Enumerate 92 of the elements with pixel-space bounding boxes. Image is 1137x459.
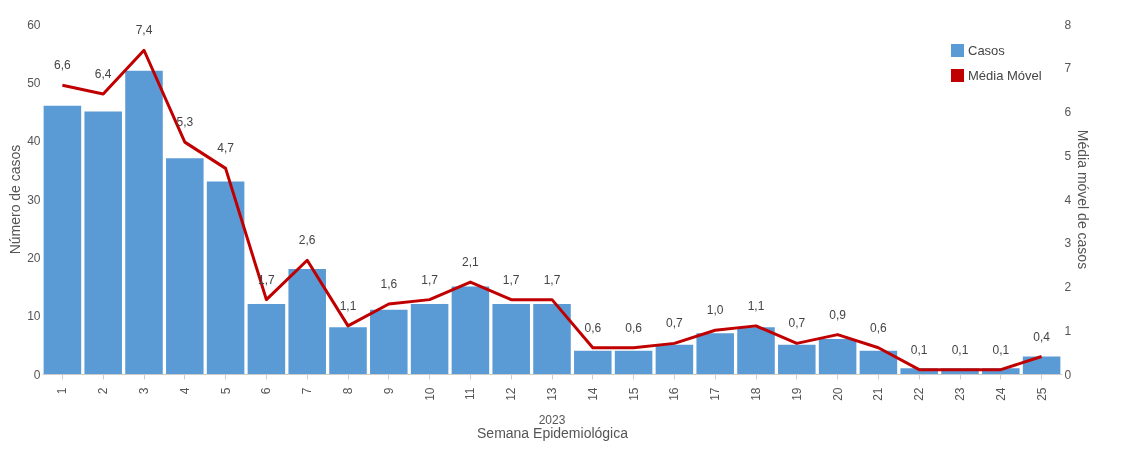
data-label: 5,3 xyxy=(176,115,194,130)
x-tick-label: 23 xyxy=(953,387,967,401)
bar xyxy=(737,327,775,374)
x-tick-label: 12 xyxy=(504,387,519,401)
legend-label: Casos xyxy=(968,42,1006,58)
data-label: 0,1 xyxy=(951,342,969,357)
y-tick-label: 40 xyxy=(27,134,41,149)
data-label: 6,6 xyxy=(54,58,72,73)
data-label: 0,7 xyxy=(788,316,806,331)
data-label: 7,4 xyxy=(135,23,153,38)
data-label: 1,6 xyxy=(380,277,398,291)
y2-axis-title: Média móvel de casos xyxy=(1075,129,1092,270)
x-tick-label: 18 xyxy=(749,387,763,401)
x-tick-label: 2 xyxy=(96,387,111,395)
x-tick-label: 4 xyxy=(177,387,192,395)
bar xyxy=(84,111,122,374)
x-tick-label: 3 xyxy=(137,387,151,395)
data-label: 1,0 xyxy=(706,303,724,318)
bar xyxy=(778,344,816,374)
bar xyxy=(329,327,367,374)
data-label: 1,7 xyxy=(543,272,561,287)
bar xyxy=(818,339,857,374)
x-tick-label: 5 xyxy=(218,387,233,395)
bar xyxy=(574,350,612,374)
y2-tick-label: 4 xyxy=(1064,192,1072,207)
x-tick-label: 24 xyxy=(993,387,1008,401)
x-tick-label: 7 xyxy=(300,387,315,395)
bar xyxy=(166,158,204,374)
text: 2023 xyxy=(538,413,566,427)
data-label: 0,6 xyxy=(625,320,643,335)
x-tick-label: 6 xyxy=(259,387,274,395)
data-label: 0,7 xyxy=(666,316,684,331)
bar xyxy=(533,304,571,374)
x-tick-label: 21 xyxy=(871,387,886,401)
y2-tick-label: 1 xyxy=(1064,323,1072,338)
y-axis-title: Número de casos xyxy=(7,144,24,255)
bar xyxy=(43,105,82,374)
bar xyxy=(288,269,326,374)
x-tick-label: 20 xyxy=(830,387,845,401)
bar xyxy=(492,304,530,374)
x-tick-label: 1 xyxy=(55,387,70,395)
x-tick-label: 15 xyxy=(626,387,641,401)
y-tick-label: 20 xyxy=(27,250,41,265)
x-tick-label: 13 xyxy=(545,387,559,401)
data-label: 2,1 xyxy=(462,255,480,270)
x-tick-label: 9 xyxy=(381,387,396,395)
x-tick-label: 25 xyxy=(1034,387,1049,401)
data-label: 1,1 xyxy=(747,298,765,313)
x-axis-title: Semana Epidemiológica xyxy=(477,424,629,441)
data-label: 1,1 xyxy=(339,298,357,313)
data-label: 2,6 xyxy=(298,233,316,248)
bar xyxy=(206,181,245,374)
y2-tick-label: 0 xyxy=(1064,367,1072,382)
data-label: 1,7 xyxy=(502,272,520,287)
x-tick-label: 8 xyxy=(341,387,355,395)
x-tick-label: 10 xyxy=(422,387,437,401)
x-tick-label: 14 xyxy=(585,387,600,401)
data-label: 0,6 xyxy=(584,320,602,335)
data-label: 4,7 xyxy=(217,141,235,156)
y-tick-label: 60 xyxy=(27,17,41,32)
bar xyxy=(696,333,734,374)
x-tick-label: 22 xyxy=(912,387,927,401)
y-tick-label: 0 xyxy=(33,367,41,382)
data-label: 1,7 xyxy=(421,272,439,287)
y-tick-label: 50 xyxy=(27,75,41,90)
y2-tick-label: 7 xyxy=(1064,61,1072,76)
data-label: 0,6 xyxy=(870,320,888,335)
x-tick-label: 19 xyxy=(789,387,804,401)
bar xyxy=(370,309,408,374)
bar xyxy=(614,350,653,374)
data-label: 0,4 xyxy=(1033,329,1051,344)
y-tick-label: 30 xyxy=(27,192,41,207)
y2-tick-label: 6 xyxy=(1064,105,1072,119)
y2-tick-label: 2 xyxy=(1064,280,1072,294)
y2-tick-label: 5 xyxy=(1064,148,1072,163)
x-tick-label: 11 xyxy=(463,387,478,400)
y-tick-label: 10 xyxy=(27,309,41,324)
data-label: 0,1 xyxy=(992,342,1010,357)
bar xyxy=(451,286,490,374)
bar xyxy=(125,70,163,374)
y2-tick-label: 3 xyxy=(1064,236,1072,251)
data-label: 0,1 xyxy=(910,342,928,357)
legend-label: Média Móvel xyxy=(968,67,1042,83)
data-label: 6,4 xyxy=(94,67,112,81)
x-tick-label: 17 xyxy=(708,387,723,401)
bar xyxy=(410,304,449,374)
bar xyxy=(247,304,286,374)
x-tick-label: 16 xyxy=(667,387,682,401)
bar xyxy=(859,350,898,374)
y2-tick-label: 8 xyxy=(1064,17,1072,32)
bar xyxy=(655,344,694,374)
data-label: 0,9 xyxy=(829,307,847,322)
